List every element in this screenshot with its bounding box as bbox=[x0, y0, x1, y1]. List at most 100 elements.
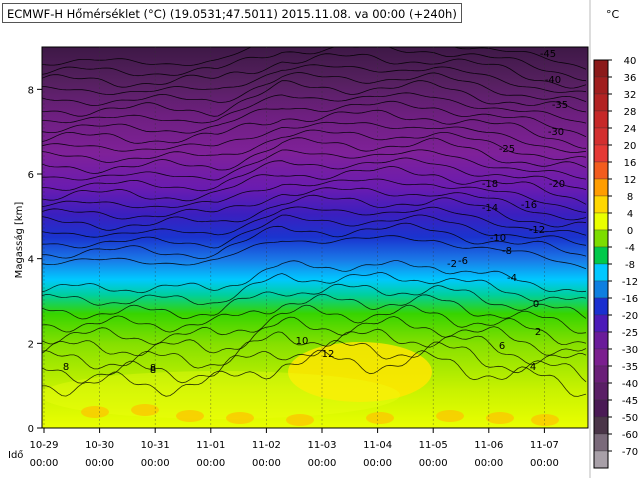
x-tick-date: 11-07 bbox=[530, 440, 559, 451]
contour-line bbox=[42, 235, 587, 270]
x-tick-time: 00:00 bbox=[308, 458, 337, 469]
contour-line bbox=[42, 187, 587, 221]
contour-label: 8 bbox=[150, 365, 156, 376]
colorbar-label: 20 bbox=[624, 141, 637, 152]
colorbar-swatch bbox=[593, 93, 609, 112]
contour-labels: -45-40-35-30-25-20-18-16-14-12-10-8-6-4-… bbox=[63, 49, 568, 376]
colorbar-swatch bbox=[593, 144, 609, 163]
colorbar-swatch bbox=[593, 195, 609, 214]
contour-line bbox=[42, 166, 587, 205]
warm-layer bbox=[42, 371, 400, 419]
colorbar-label: -12 bbox=[622, 277, 638, 288]
contour-line bbox=[42, 340, 587, 384]
colorbar-label: -20 bbox=[622, 311, 638, 322]
x-tick-time: 00:00 bbox=[141, 458, 170, 469]
colorbar-swatch bbox=[593, 280, 609, 299]
colorbar-label: -16 bbox=[622, 294, 638, 305]
contour-label: 0 bbox=[533, 299, 539, 310]
colorbar-unit: °C bbox=[606, 8, 620, 21]
contour-line bbox=[42, 137, 587, 174]
contour-label: -12 bbox=[529, 225, 545, 236]
contour-label: -8 bbox=[502, 246, 512, 257]
surface-warm-spot bbox=[436, 410, 464, 422]
colorbar-label: 32 bbox=[624, 90, 637, 101]
contour-label: -35 bbox=[552, 100, 568, 111]
colorbar-label: -30 bbox=[622, 345, 638, 356]
contour-label: -45 bbox=[540, 49, 556, 60]
surface-overlays bbox=[42, 342, 559, 426]
contour-line bbox=[42, 47, 587, 82]
colorbar-swatch bbox=[593, 263, 609, 282]
y-tick-label: 8 bbox=[28, 85, 34, 96]
contour-line bbox=[42, 80, 587, 117]
x-tick-date: 11-01 bbox=[196, 440, 225, 451]
contour-label: -10 bbox=[490, 233, 506, 244]
contour-line bbox=[42, 304, 587, 346]
contour-line bbox=[42, 214, 587, 249]
colorbar-label: 4 bbox=[627, 209, 633, 220]
contour-line bbox=[42, 293, 587, 334]
contour-line bbox=[42, 64, 587, 96]
colorbar: 4036322824201612840-4-8-12-16-20-25-30-3… bbox=[589, 0, 638, 478]
x-tick-date: 10-31 bbox=[141, 440, 170, 451]
colorbar-label: -35 bbox=[622, 362, 638, 373]
x-tick-time: 00:00 bbox=[530, 458, 559, 469]
contour-label: -16 bbox=[521, 200, 537, 211]
colorbar-swatch bbox=[593, 76, 609, 95]
contour-line bbox=[42, 157, 587, 192]
contour-line bbox=[42, 194, 587, 231]
x-tick-time: 00:00 bbox=[419, 458, 448, 469]
contour-line bbox=[42, 121, 587, 153]
x-tick-date: 11-03 bbox=[307, 440, 336, 451]
contour-label: 6 bbox=[499, 341, 505, 352]
colorbar-swatch bbox=[593, 450, 609, 469]
colorbar-swatch bbox=[593, 229, 609, 248]
colorbar-border bbox=[593, 59, 609, 469]
y-axis-label: Magasság [km] bbox=[13, 202, 25, 279]
colorbar-label: 28 bbox=[624, 107, 637, 118]
x-tick-date: 11-04 bbox=[363, 440, 392, 451]
contour-label: 8 bbox=[150, 363, 156, 374]
contour-line bbox=[42, 47, 587, 70]
contour-label: -18 bbox=[482, 179, 498, 190]
y-axis: 0 2 4 6 8 bbox=[28, 85, 42, 435]
contour-label: -14 bbox=[482, 203, 498, 214]
plot-border bbox=[41, 46, 589, 429]
surface-warm-spot bbox=[176, 410, 204, 422]
x-tick-time: 00:00 bbox=[196, 458, 225, 469]
contour-line bbox=[42, 92, 587, 124]
colorbar-swatch bbox=[593, 331, 609, 350]
y-tick-label: 4 bbox=[28, 255, 34, 266]
colorbar-swatch bbox=[593, 212, 609, 231]
colorbar-label: -25 bbox=[622, 328, 638, 339]
x-tick-date: 10-30 bbox=[85, 440, 114, 451]
contour-label: -4 bbox=[507, 273, 517, 284]
colorbar-swatch bbox=[593, 110, 609, 129]
surface-warm-spot bbox=[486, 412, 514, 424]
contour-line bbox=[42, 100, 587, 138]
colorbar-label: 36 bbox=[624, 73, 637, 84]
contour-label: -2 bbox=[447, 259, 457, 270]
chart-title: ECMWF-H Hőmérséklet (°C) (19.0531;47.501… bbox=[2, 3, 462, 23]
y-tick-label: 2 bbox=[28, 339, 34, 350]
warm-core bbox=[288, 342, 432, 402]
colorbar-label: 12 bbox=[624, 175, 637, 186]
x-tick-date: 11-02 bbox=[252, 440, 281, 451]
x-tick-time: 00:00 bbox=[474, 458, 503, 469]
contour-line bbox=[42, 72, 587, 107]
colorbar-swatch bbox=[593, 365, 609, 384]
contour-line bbox=[42, 109, 587, 149]
x-axis-label: Idő bbox=[8, 449, 23, 461]
colorbar-label: -40 bbox=[622, 379, 638, 390]
contour-line bbox=[42, 272, 587, 306]
colorbar-swatch bbox=[593, 433, 609, 452]
contour-line bbox=[42, 206, 587, 238]
contour-label: -25 bbox=[499, 144, 515, 155]
x-tick-date: 11-05 bbox=[419, 440, 448, 451]
x-tick-time: 00:00 bbox=[252, 458, 281, 469]
surface-warm-spot bbox=[226, 412, 254, 424]
colorbar-label: 16 bbox=[624, 158, 637, 169]
y-tick-label: 0 bbox=[28, 424, 34, 435]
contour-line bbox=[42, 53, 587, 89]
